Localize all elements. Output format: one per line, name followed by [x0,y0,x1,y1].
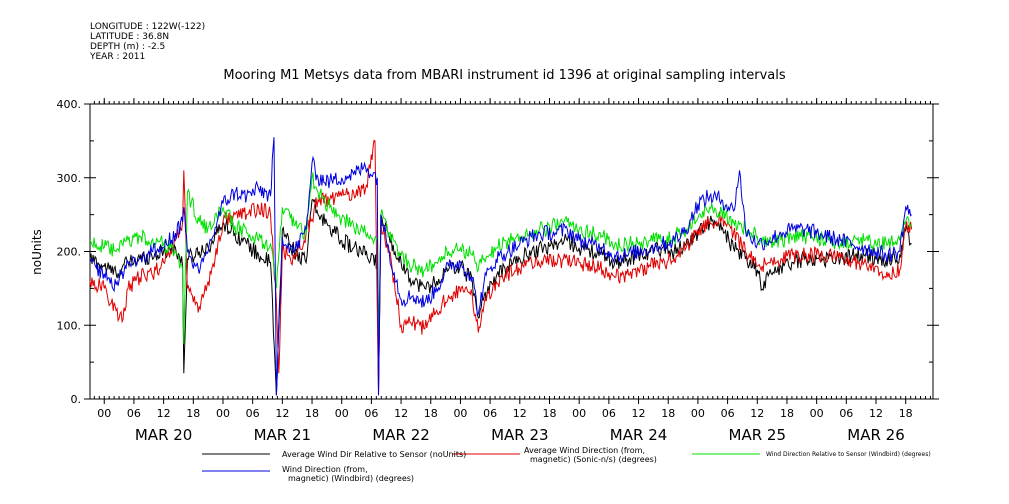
legend-label-blue-2: magnetic) (Windbird) (degrees) [288,474,415,483]
x-hour-label: 18 [542,407,556,420]
x-hour-label: 06 [602,407,616,420]
year-label: YEAR : 2011 [90,52,146,62]
x-day-label: MAR 26 [847,426,904,444]
x-hour-label: 12 [632,407,646,420]
latitude-label: LATITUDE : 36.8N [90,32,170,42]
series-line-4 [89,137,912,396]
x-day-label: MAR 24 [610,426,667,444]
x-hour-label: 00 [97,407,111,420]
y-tick-label: 200. [57,246,82,259]
x-hour-label: 00 [216,407,230,420]
chart-title: Mooring M1 Metsys data from MBARI instru… [223,68,786,83]
y-tick-label: 300. [57,172,82,185]
depth-label: DEPTH (m) : -2.5 [90,42,166,52]
y-axis-label: noUnits [30,229,44,275]
longitude-label: LONGITUDE : 122W(-122) [90,22,206,32]
axes: 0. 100. 200. 300. 400. 00 06 12 18 00 06 12 18 00 06 12… [57,98,939,444]
x-hour-label: 06 [246,407,260,420]
legend-label-green: Wind Direction Relative to Sensor (Windb… [766,451,931,458]
x-day-label: MAR 25 [729,426,786,444]
x-hour-label: 12 [869,407,883,420]
legend-label-black: Average Wind Dir Relative to Sensor (noU… [282,450,467,459]
x-day-label: MAR 20 [135,426,192,444]
legend [202,453,760,472]
x-hour-label: 00 [453,407,467,420]
x-hour-label: 18 [186,407,200,420]
y-tick-label: 0. [71,393,82,406]
x-hour-label: 00 [810,407,824,420]
series-line-1 [89,198,912,396]
x-hour-label: 00 [691,407,705,420]
x-day-label: MAR 21 [254,426,311,444]
y-tick-label: 100. [57,319,82,332]
x-hour-label: 06 [721,407,735,420]
x-hour-label: 18 [780,407,794,420]
x-hour-label: 06 [839,407,853,420]
series-line-2 [89,139,913,392]
x-hour-label: 06 [483,407,497,420]
series-line-3 [89,172,912,344]
legend-label-red-1: Average Wind Direction (from, [524,446,646,455]
x-day-label: MAR 23 [491,426,548,444]
x-hour-label: 18 [661,407,675,420]
x-day-label: MAR 22 [372,426,429,444]
x-hour-label: 12 [394,407,408,420]
x-hour-label: 00 [335,407,349,420]
x-hour-label: 12 [513,407,527,420]
legend-label-red-2: magnetic) (Sonic-n/s) (degrees) [530,455,657,464]
x-hour-label: 00 [572,407,586,420]
x-hour-label: 18 [424,407,438,420]
x-hour-label: 12 [157,407,171,420]
x-hour-label: 06 [364,407,378,420]
series-lines [89,137,913,396]
y-tick-label: 400. [57,98,82,111]
x-hour-label: 12 [275,407,289,420]
x-hour-label: 06 [127,407,141,420]
legend-label-blue-1: Wind Direction (from, [282,465,368,474]
x-hour-label: 12 [750,407,764,420]
x-hour-label: 18 [899,407,913,420]
x-hour-label: 18 [305,407,319,420]
